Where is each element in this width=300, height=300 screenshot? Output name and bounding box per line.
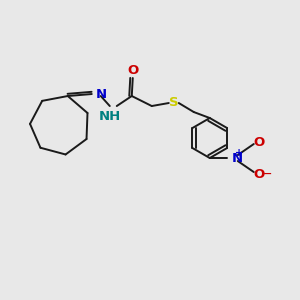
- Text: −: −: [263, 169, 272, 179]
- Text: O: O: [253, 167, 264, 181]
- Text: N: N: [232, 152, 243, 164]
- Text: O: O: [127, 64, 138, 76]
- Text: S: S: [169, 95, 178, 109]
- Text: +: +: [235, 148, 243, 158]
- Text: NH: NH: [99, 110, 121, 123]
- Text: N: N: [96, 88, 107, 100]
- Text: O: O: [253, 136, 264, 148]
